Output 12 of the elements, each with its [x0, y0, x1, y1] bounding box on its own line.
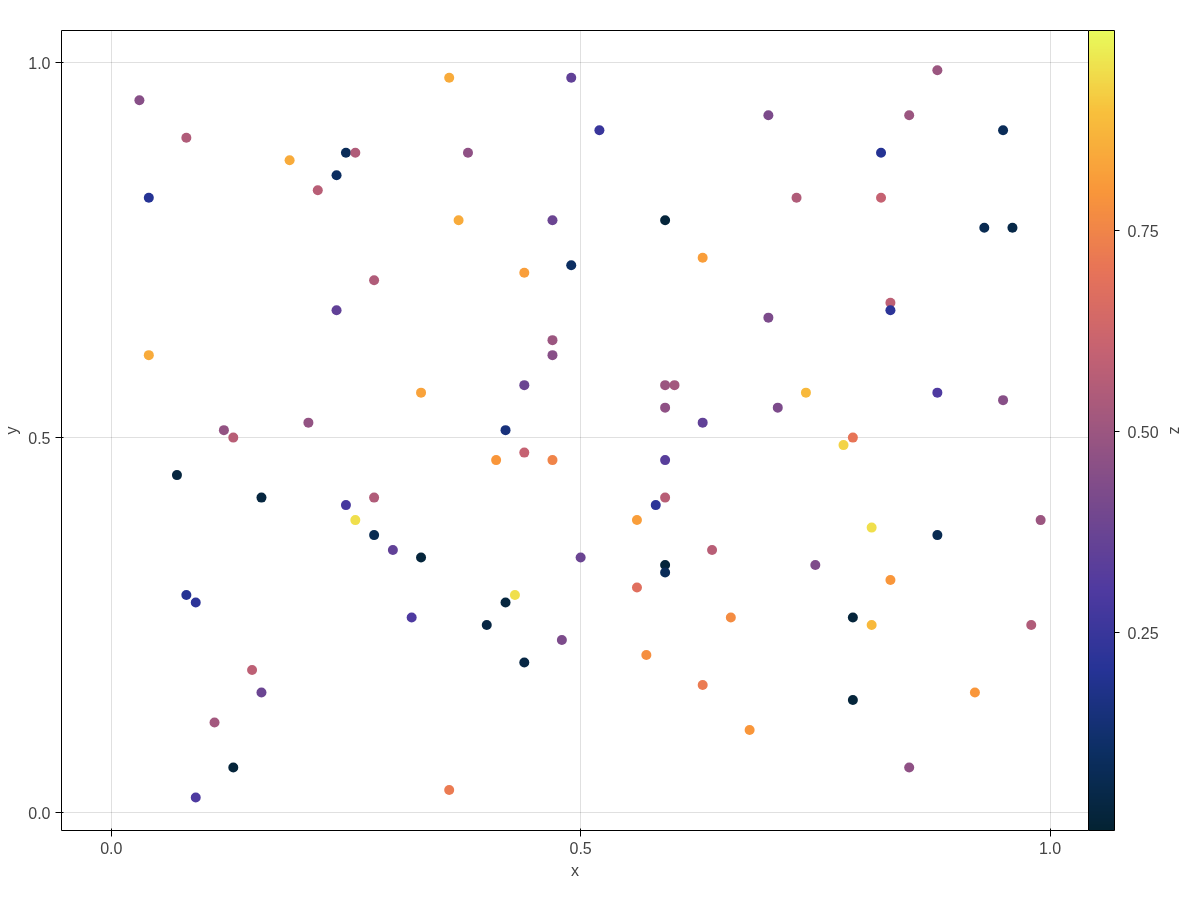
- color-bar-label: 0.50: [1127, 423, 1159, 441]
- color-bar-title: z: [1166, 426, 1184, 435]
- x-tick-label: 0.0: [100, 839, 123, 857]
- color-bar-label: 0.25: [1127, 624, 1159, 642]
- x-axis-title: x: [571, 861, 579, 879]
- color-bar-label: 0.75: [1127, 222, 1159, 240]
- y-tick-label: 1.0: [28, 54, 51, 72]
- y-axis-title: y: [3, 426, 21, 435]
- x-tick-label: 0.5: [569, 839, 592, 857]
- x-tick-label: 1.0: [1038, 839, 1062, 857]
- y-tick-label: 0.0: [28, 804, 51, 822]
- y-tick-label: 0.5: [28, 429, 51, 447]
